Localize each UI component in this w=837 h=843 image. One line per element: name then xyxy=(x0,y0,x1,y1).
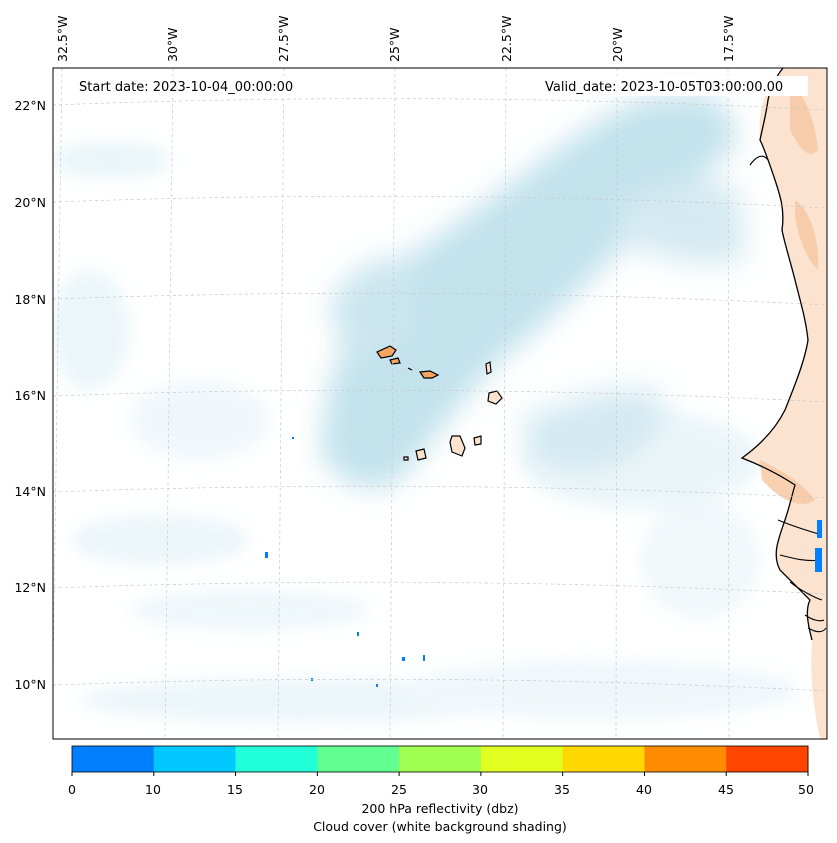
colorbar-tick-label: 35 xyxy=(554,782,570,797)
colorbar-ticks: 0 10 15 20 25 30 35 40 45 50 xyxy=(68,782,814,797)
map-frame xyxy=(52,67,828,740)
colorbar-frame xyxy=(71,745,809,773)
colorbar-tick-label: 40 xyxy=(636,782,652,797)
colorbar-tick-label: 0 xyxy=(68,782,76,797)
colorbar-subtitle: Cloud cover (white background shading) xyxy=(313,819,567,834)
lon-label: 17.5°W xyxy=(721,16,736,62)
lon-label: 22.5°W xyxy=(499,16,514,62)
lat-label: 22°N xyxy=(14,98,46,113)
longitude-labels: 32.5°W 30°W 27.5°W 25°W 22.5°W 20°W 17.5… xyxy=(55,16,736,62)
map-layers xyxy=(53,68,827,739)
lat-label: 16°N xyxy=(14,388,46,403)
colorbar-segment xyxy=(644,746,727,772)
valid-date-label: Valid_date: 2023-10-05T03:00:00.00 xyxy=(545,80,783,95)
cloud-cover-shading xyxy=(53,142,800,722)
colorbar-segment xyxy=(562,746,645,772)
colorbar-tick-label: 50 xyxy=(798,782,814,797)
colorbar-segment xyxy=(153,746,237,772)
lat-label: 20°N xyxy=(14,195,46,210)
lat-label: 14°N xyxy=(14,484,46,499)
valid-date-box xyxy=(536,76,808,96)
lon-label: 25°W xyxy=(387,27,402,62)
colorbar xyxy=(71,745,809,776)
lon-label: 20°W xyxy=(610,27,625,62)
start-date-box xyxy=(71,76,311,96)
latitude-labels: 22°N 20°N 18°N 16°N 14°N 12°N 10°N xyxy=(14,98,46,692)
colorbar-tick-label: 25 xyxy=(391,782,407,797)
colorbar-segment xyxy=(235,746,318,772)
africa-land-warm xyxy=(760,80,819,504)
colorbar-segment xyxy=(726,746,809,772)
cloud-band xyxy=(320,95,745,489)
colorbar-tick-label: 20 xyxy=(309,782,325,797)
border-lines xyxy=(777,519,827,633)
coastline-detail xyxy=(749,155,769,166)
lon-label: 30°W xyxy=(165,27,180,62)
cape-verde-islands xyxy=(376,345,503,461)
colorbar-segment xyxy=(317,746,400,772)
colorbar-tick-label: 30 xyxy=(472,782,488,797)
colorbar-tick-label: 45 xyxy=(718,782,734,797)
colorbar-tick-label: 15 xyxy=(227,782,243,797)
colorbar-segment xyxy=(72,746,155,772)
start-date-label: Start date: 2023-10-04_00:00:00 xyxy=(79,80,293,95)
lat-label: 18°N xyxy=(14,292,46,307)
colorbar-tick-label: 10 xyxy=(145,782,161,797)
coastline xyxy=(740,68,813,641)
colorbar-segment xyxy=(480,746,564,772)
lon-label: 32.5°W xyxy=(55,16,70,62)
lat-label: 10°N xyxy=(14,677,46,692)
lon-label: 27.5°W xyxy=(276,16,291,62)
lat-label: 12°N xyxy=(14,580,46,595)
graticule xyxy=(53,68,827,739)
colorbar-segment xyxy=(399,746,482,772)
colorbar-title: 200 hPa reflectivity (dbz) xyxy=(361,801,518,816)
